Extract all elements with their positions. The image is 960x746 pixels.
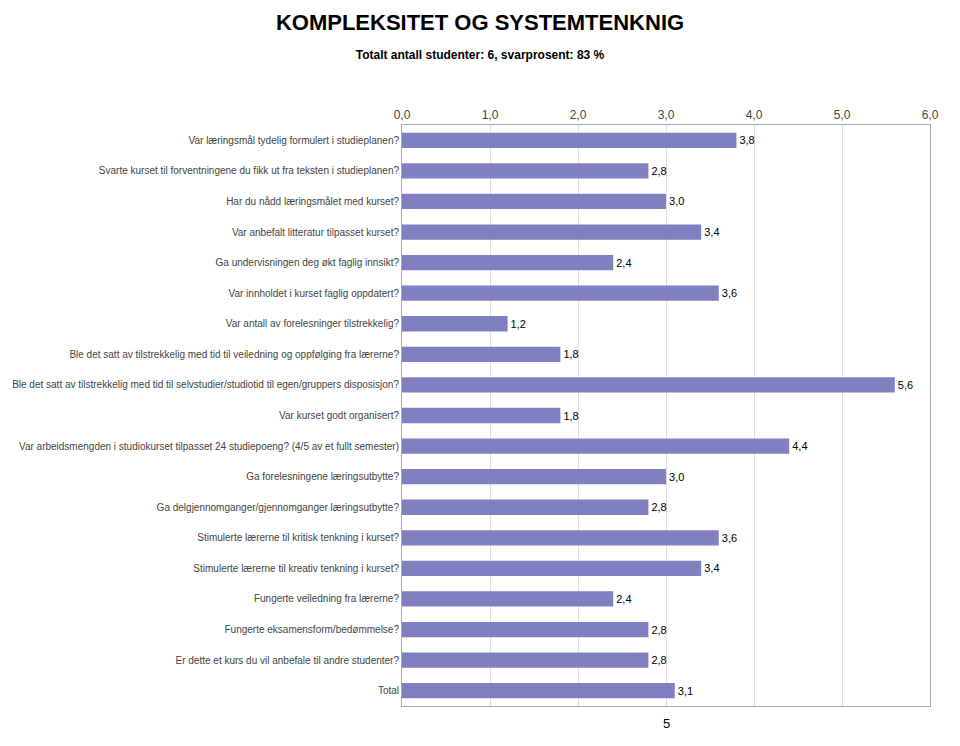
svg-text:1,2: 1,2: [511, 318, 526, 330]
svg-text:KOMPLEKSITET OG SYSTEMTENKNIGT: KOMPLEKSITET OG SYSTEMTENKNIGTotalt anta…: [276, 10, 684, 62]
svg-text:3,1: 3,1: [678, 685, 693, 697]
svg-text:0,0: 0,0: [394, 108, 411, 122]
svg-text:2,8: 2,8: [651, 165, 666, 177]
svg-text:Fungerte veiledning fra lærern: Fungerte veiledning fra lærerne?: [254, 593, 400, 604]
svg-text:5: 5: [663, 716, 670, 731]
svg-text:2,8: 2,8: [651, 654, 666, 666]
svg-text:2,4: 2,4: [616, 593, 631, 605]
svg-text:Svarte kurset til forventninge: Svarte kurset til forventningene du fikk…: [99, 165, 400, 176]
svg-text:Ga forelesningene læringsutbyt: Ga forelesningene læringsutbytte?: [246, 471, 399, 482]
svg-text:3,4: 3,4: [704, 562, 719, 574]
svg-text:2,8: 2,8: [651, 624, 666, 636]
svg-text:3,0: 3,0: [669, 195, 684, 207]
svg-text:Ga delgjennomganger/gjennomgan: Ga delgjennomganger/gjennomganger læring…: [157, 502, 400, 513]
svg-text:Total: Total: [378, 685, 399, 696]
svg-text:1,8: 1,8: [563, 348, 578, 360]
svg-text:Ga undervisningen deg økt fagl: Ga undervisningen deg økt faglig innsikt…: [216, 257, 400, 268]
svg-text:6,0: 6,0: [922, 108, 939, 122]
svg-text:Ble det satt av tilstrekkelig: Ble det satt av tilstrekkelig med tid ti…: [69, 349, 399, 360]
svg-text:Var læringsmål tydelig formule: Var læringsmål tydelig formulert i studi…: [189, 135, 400, 146]
svg-text:3,4: 3,4: [704, 226, 719, 238]
svg-text:5,0: 5,0: [834, 108, 851, 122]
svg-text:4,4: 4,4: [792, 440, 807, 452]
svg-text:1,8: 1,8: [563, 410, 578, 422]
svg-text:Var arbeidsmengden i studiokur: Var arbeidsmengden i studiokurset tilpas…: [19, 441, 399, 452]
svg-text:2,0: 2,0: [570, 108, 587, 122]
svg-text:2,8: 2,8: [651, 501, 666, 513]
svg-text:2,4: 2,4: [616, 257, 631, 269]
svg-text:Fungerte eksamensform/bedømmel: Fungerte eksamensform/bedømmelse?: [224, 624, 399, 635]
svg-text:Stimulerte lærerne til kritisk: Stimulerte lærerne til kritisk tenkning …: [197, 532, 399, 543]
svg-text:Har du nådd læringsmålet med k: Har du nådd læringsmålet med kurset?: [226, 196, 399, 207]
svg-text:5,6: 5,6: [898, 379, 913, 391]
svg-text:3,0: 3,0: [658, 108, 675, 122]
svg-text:Var kurset godt organisert?: Var kurset godt organisert?: [279, 410, 399, 421]
svg-text:3,6: 3,6: [722, 532, 737, 544]
svg-text:3,8: 3,8: [739, 134, 754, 146]
svg-text:Ble det satt av tilstrekkelig: Ble det satt av tilstrekkelig med tid ti…: [12, 379, 399, 390]
svg-text:Var antall av forelesninger ti: Var antall av forelesninger tilstrekkeli…: [226, 318, 400, 329]
svg-text:Er dette et kurs du vil anbefa: Er dette et kurs du vil anbefale til and…: [176, 655, 400, 666]
svg-text:Var innholdet i kurset faglig: Var innholdet i kurset faglig oppdatert?: [229, 288, 400, 299]
svg-text:3,6: 3,6: [722, 287, 737, 299]
svg-text:Var anbefalt litteratur tilpas: Var anbefalt litteratur tilpasset kurset…: [232, 227, 400, 238]
svg-text:4,0: 4,0: [746, 108, 763, 122]
svg-text:Stimulerte lærerne til kreativ: Stimulerte lærerne til kreativ tenkning …: [193, 563, 399, 574]
svg-text:1,0: 1,0: [482, 108, 499, 122]
svg-text:3,0: 3,0: [669, 471, 684, 483]
